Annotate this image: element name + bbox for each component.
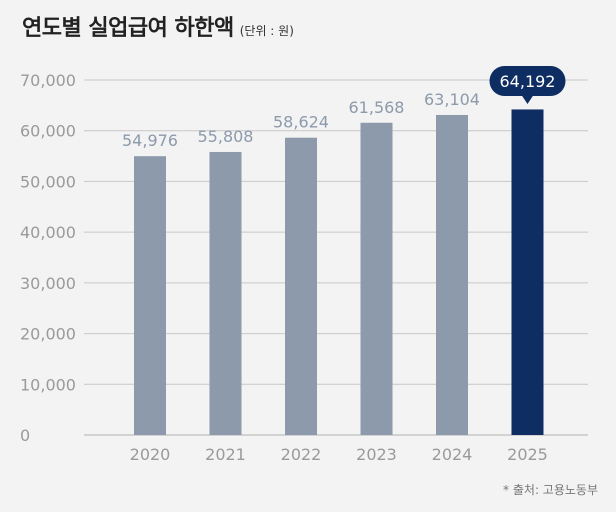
bar: [436, 114, 468, 436]
bar: [134, 156, 166, 435]
data-label: 55,808: [198, 127, 254, 146]
y-tick-label: 50,000: [20, 172, 76, 191]
y-tick-label: 30,000: [20, 274, 76, 293]
data-label: 54,976: [122, 131, 178, 150]
highlight-callout: 64,192: [489, 66, 566, 104]
y-tick-label: 10,000: [20, 375, 76, 394]
x-axis-ticks: 2020 2021 2022 2023 2024 2025: [130, 445, 548, 464]
y-axis-ticks: 0 10,000 20,000 30,000 40,000 50,000 60,000 70,…: [20, 71, 76, 445]
data-labels: 54,976 55,808 58,624 61,568 63,104 64,192: [122, 66, 566, 150]
x-tick-label: 2025: [507, 445, 548, 464]
unit-note: (단위 : 원): [239, 24, 294, 38]
y-tick-label: 60,000: [20, 122, 76, 141]
source-note: * 출처: 고용노동부: [503, 483, 598, 497]
bar: [360, 122, 393, 436]
title-row: 연도별 실업급여 하한액 (단위 : 원): [22, 10, 294, 42]
x-tick-label: 2024: [432, 445, 473, 464]
bars: [134, 109, 544, 436]
y-tick-label: 0: [20, 426, 30, 445]
callout-pointer: [521, 95, 534, 104]
y-tick-label: 40,000: [20, 223, 76, 242]
x-tick-label: 2023: [356, 445, 397, 464]
y-tick-label: 20,000: [20, 325, 76, 344]
x-tick-label: 2022: [281, 445, 322, 464]
bar: [209, 151, 242, 436]
y-tick-label: 70,000: [20, 71, 76, 90]
data-label: 63,104: [424, 90, 480, 109]
bar: [285, 137, 317, 435]
bar-highlighted: [511, 109, 544, 435]
data-label: 61,568: [349, 98, 405, 117]
x-tick-label: 2020: [130, 445, 171, 464]
data-label: 58,624: [273, 113, 329, 132]
x-tick-label: 2021: [205, 445, 246, 464]
data-label-highlighted: 64,192: [500, 72, 556, 91]
callout-bubble: [489, 66, 566, 96]
chart-title: 연도별 실업급여 하한액: [22, 16, 234, 41]
